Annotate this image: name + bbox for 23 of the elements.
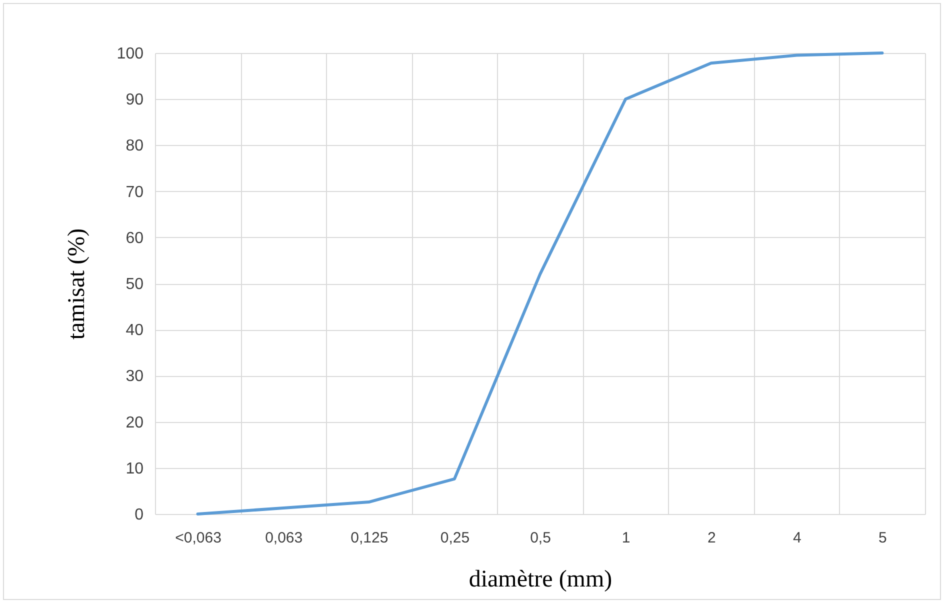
y-tick-label: 80 [126, 138, 144, 155]
y-tick-label: 0 [134, 506, 144, 524]
y-tick-label: 70 [126, 184, 144, 201]
x-tick-label: 0,25 [440, 530, 470, 546]
x-tick-label: 2 [707, 530, 716, 546]
y-tick-label: 20 [126, 414, 144, 432]
x-tick-label: 5 [878, 530, 887, 546]
y-tick-label: 60 [126, 230, 144, 247]
x-tick-label: 0,063 [265, 530, 303, 546]
line-series [196, 52, 884, 516]
x-tick-label: 0,125 [350, 530, 388, 546]
x-axis-title: diamètre (mm) [468, 566, 612, 592]
x-tick-label: <0,063 [175, 530, 222, 546]
x-tick-label: 4 [792, 530, 802, 546]
y-tick-label: 100 [116, 46, 144, 62]
y-axis-title: tamisat (%) [64, 228, 90, 340]
y-tick-label: 30 [126, 368, 144, 386]
y-tick-label: 90 [126, 92, 144, 109]
x-tick-label: 0,5 [530, 530, 551, 546]
x-tick-label: 1 [622, 530, 630, 546]
y-tick-label: 10 [126, 460, 144, 478]
y-tick-label: 50 [126, 276, 144, 293]
y-tick-label: 40 [126, 322, 144, 340]
